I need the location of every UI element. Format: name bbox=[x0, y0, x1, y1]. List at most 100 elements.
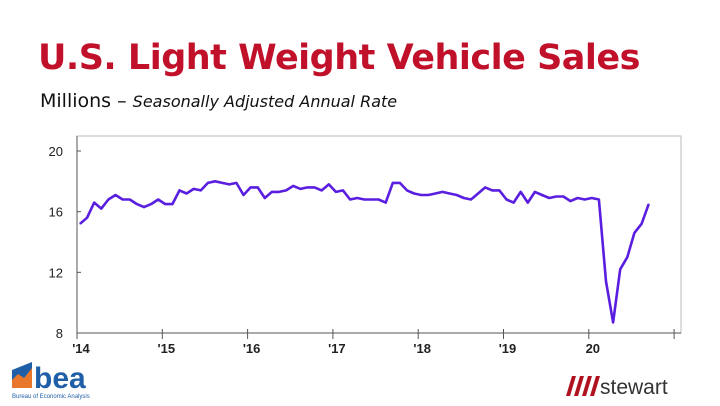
data-point bbox=[619, 268, 621, 270]
data-point bbox=[392, 182, 394, 184]
data-point bbox=[306, 186, 309, 188]
data-point bbox=[576, 197, 579, 199]
svg-text:bea: bea bbox=[34, 362, 86, 395]
data-point bbox=[548, 197, 550, 199]
data-point bbox=[271, 191, 273, 193]
subtitle-detail: Seasonally Adjusted Annual Rate bbox=[132, 92, 398, 111]
data-point bbox=[633, 232, 636, 234]
bea-logo: bea Bureau of Economic Analysis bbox=[12, 362, 90, 400]
data-point bbox=[235, 182, 237, 184]
data-point bbox=[534, 191, 536, 193]
data-point bbox=[349, 198, 351, 201]
data-point bbox=[122, 198, 124, 201]
subtitle-units: Millions – bbox=[40, 90, 127, 112]
data-point bbox=[79, 223, 81, 225]
data-point bbox=[370, 198, 373, 201]
data-point bbox=[477, 192, 479, 195]
data-point bbox=[150, 203, 152, 205]
x-tick-label: 20 bbox=[586, 341, 600, 356]
x-tick-label: '15 bbox=[158, 341, 176, 356]
data-point bbox=[193, 188, 195, 190]
data-point bbox=[463, 197, 465, 199]
data-point bbox=[164, 203, 166, 205]
data-point bbox=[328, 183, 330, 185]
y-tick-label: 20 bbox=[49, 144, 63, 159]
data-point bbox=[200, 189, 202, 192]
data-point bbox=[313, 186, 316, 188]
data-point bbox=[612, 321, 614, 323]
data-point bbox=[569, 200, 572, 202]
data-point bbox=[449, 192, 451, 195]
series-line bbox=[79, 180, 650, 324]
data-point bbox=[527, 201, 529, 204]
data-point bbox=[292, 185, 294, 187]
data-point bbox=[178, 189, 181, 192]
data-point bbox=[434, 192, 437, 195]
data-point bbox=[491, 189, 493, 192]
chart-subtitle: Millions – Seasonally Adjusted Annual Ra… bbox=[40, 90, 397, 112]
x-tick-label: '17 bbox=[328, 341, 346, 356]
data-point bbox=[250, 186, 252, 188]
data-point bbox=[406, 189, 408, 192]
data-point bbox=[377, 198, 380, 201]
data-point bbox=[136, 203, 138, 205]
data-point bbox=[278, 191, 280, 193]
data-point bbox=[605, 280, 607, 283]
data-point bbox=[591, 197, 593, 199]
data-point bbox=[321, 189, 323, 192]
data-point bbox=[513, 201, 515, 204]
data-point bbox=[505, 198, 508, 201]
data-point bbox=[285, 189, 287, 192]
data-point bbox=[399, 182, 401, 184]
data-point bbox=[157, 198, 159, 201]
data-point bbox=[520, 191, 522, 193]
data-point bbox=[648, 203, 650, 205]
data-point bbox=[242, 194, 245, 196]
data-point bbox=[221, 182, 223, 184]
data-point bbox=[299, 188, 301, 190]
data-point bbox=[100, 208, 102, 210]
x-tick-label: '16 bbox=[243, 341, 261, 356]
data-point bbox=[93, 201, 95, 204]
data-point bbox=[584, 198, 586, 201]
x-tick-label: '14 bbox=[72, 341, 90, 356]
data-point bbox=[186, 192, 188, 195]
data-point bbox=[413, 192, 415, 195]
data-point bbox=[441, 191, 444, 193]
data-point bbox=[420, 194, 422, 196]
data-point bbox=[541, 194, 543, 196]
bea-caption: Bureau of Economic Analysis bbox=[12, 394, 90, 400]
y-tick-label: 12 bbox=[49, 265, 63, 280]
data-point bbox=[228, 183, 230, 185]
data-point bbox=[363, 198, 365, 201]
plot-frame bbox=[76, 135, 682, 334]
data-point bbox=[356, 197, 358, 199]
data-point bbox=[257, 186, 259, 188]
data-point bbox=[498, 189, 500, 192]
data-point bbox=[335, 191, 337, 193]
data-point bbox=[484, 186, 486, 188]
x-tick-label: '18 bbox=[413, 341, 431, 356]
x-tick-label: '19 bbox=[499, 341, 517, 356]
data-point bbox=[427, 194, 429, 196]
data-point bbox=[598, 198, 600, 201]
data-point bbox=[385, 201, 387, 204]
chart-title: U.S. Light Weight Vehicle Sales bbox=[38, 38, 640, 78]
data-point bbox=[342, 189, 344, 192]
data-point bbox=[107, 198, 110, 201]
data-point bbox=[171, 203, 174, 205]
stewart-wordmark: stewart bbox=[600, 376, 668, 399]
data-point bbox=[562, 195, 564, 198]
data-point bbox=[114, 194, 117, 196]
data-point bbox=[456, 194, 458, 196]
data-point bbox=[207, 182, 209, 184]
data-point bbox=[470, 198, 472, 201]
y-tick-label: 8 bbox=[56, 326, 63, 341]
y-tick-label: 16 bbox=[49, 205, 63, 220]
data-point bbox=[264, 197, 266, 199]
data-point bbox=[143, 206, 145, 208]
stewart-logo: stewart bbox=[566, 376, 668, 399]
data-point bbox=[214, 180, 216, 182]
data-point bbox=[129, 198, 131, 201]
